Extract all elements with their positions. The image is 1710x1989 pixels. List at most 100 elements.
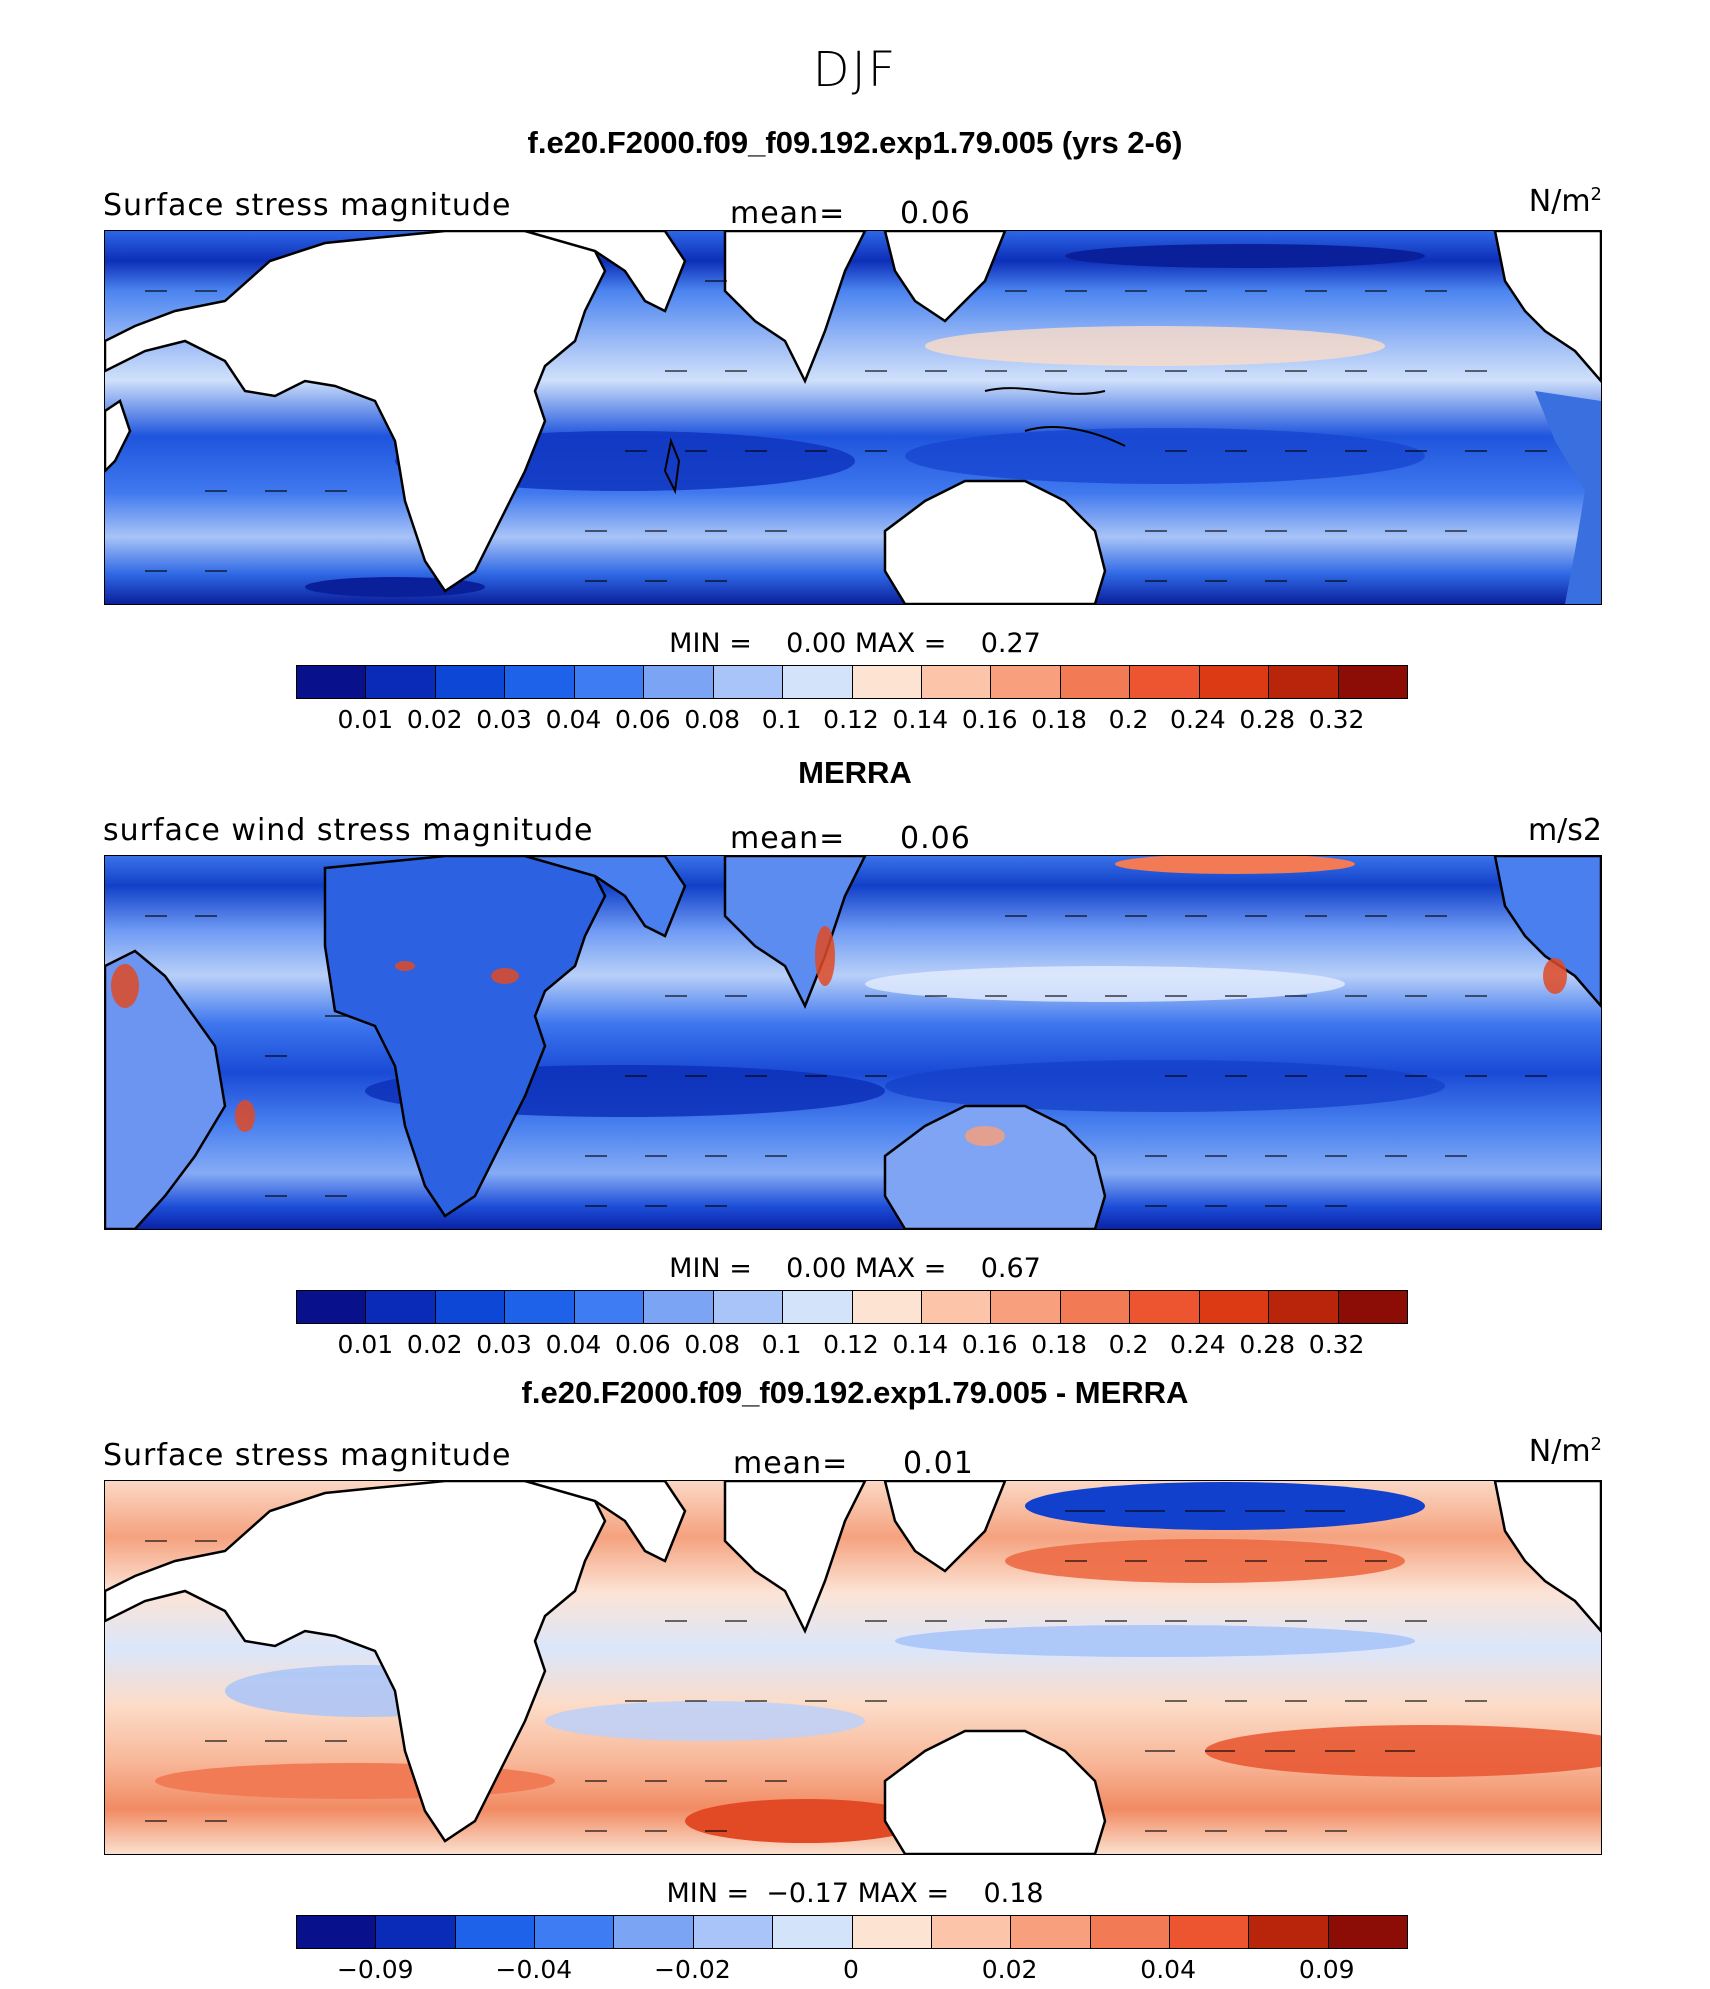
- colorbar-swatch: [1249, 1916, 1329, 1948]
- colorbar-swatch: [435, 1291, 506, 1323]
- colorbar-tick-label: 0.2: [1108, 1330, 1149, 1359]
- colorbar-tick-label: 0.03: [476, 705, 532, 734]
- colorbar-tick-label: 0.28: [1239, 705, 1296, 734]
- colorbar-swatch: [921, 1291, 992, 1323]
- colorbar-swatch: [713, 1291, 784, 1323]
- map-panel-obs: [104, 855, 1602, 1230]
- colorbar-swatch: [1090, 1916, 1170, 1948]
- mean-value-diff: 0.01: [903, 1446, 974, 1481]
- colorbar-tick-label: 0.01: [337, 1330, 394, 1359]
- colorbar-swatch: [1328, 1916, 1408, 1948]
- colorbar-swatch: [773, 1916, 853, 1948]
- colorbar-swatch: [644, 1291, 714, 1323]
- colorbar-swatch: [505, 1291, 575, 1323]
- colorbar-swatch: [505, 666, 575, 698]
- colorbar-swatch: [693, 1916, 774, 1948]
- colorbar-swatch: [435, 666, 506, 698]
- colorbar-swatch: [1011, 1916, 1091, 1948]
- colorbar-swatch: [783, 666, 853, 698]
- colorbar-swatch: [376, 1916, 456, 1948]
- colorbar-swatch: [455, 1916, 536, 1948]
- colorbar-tick-label: 0.03: [476, 1330, 532, 1359]
- colorbar-swatch: [297, 1916, 377, 1948]
- colorbar-tick-label: 0.16: [961, 705, 1018, 734]
- colorbar-tick-label: 0.04: [545, 705, 602, 734]
- colorbar-tick-label: 0.08: [684, 1330, 741, 1359]
- mean-label-obs: mean=: [730, 821, 846, 856]
- colorbar-tick-label: 0.16: [961, 1330, 1018, 1359]
- colorbar-swatch: [366, 666, 436, 698]
- colorbar-tick-label: −0.09: [336, 1955, 414, 1984]
- minmax-model: MIN = 0.00 MAX = 0.27: [669, 628, 1041, 659]
- mean-label-model: mean=: [730, 196, 846, 231]
- colorbar-swatch: [1060, 1291, 1131, 1323]
- unit-label-model: N/m2: [1528, 184, 1602, 219]
- colorbar-swatch: [852, 666, 922, 698]
- colorbar-ticks-model: 0.01 0.02 0.03 0.04 0.06 0.08 0.1 0.12 0.14 0.16 0…: [296, 705, 1406, 735]
- colorbar-tick-label: 0.06: [615, 705, 671, 734]
- colorbar-tick-label: 0.24: [1170, 705, 1226, 734]
- colorbar-tick-label: 0.06: [615, 1330, 671, 1359]
- colorbar-tick-label: 0.32: [1308, 705, 1365, 734]
- colorbar-tick-label: 0.18: [1031, 705, 1087, 734]
- colorbar-swatch: [1338, 1291, 1407, 1323]
- colorbar-model: [296, 665, 1408, 699]
- panel-title-diff: f.e20.F2000.f09_f09.192.exp1.79.005 - ME…: [521, 1375, 1189, 1410]
- map-panel-model: [104, 230, 1602, 605]
- colorbar-swatch: [921, 666, 992, 698]
- mean-value-obs: 0.06: [900, 821, 971, 856]
- colorbar-tick-label: 0.02: [406, 1330, 463, 1359]
- field-label-diff: Surface stress magnitude: [103, 1438, 512, 1473]
- field-label-obs: surface wind stress magnitude: [103, 813, 594, 848]
- minmax-obs: MIN = 0.00 MAX = 0.67: [669, 1253, 1041, 1284]
- season-title: DJF: [812, 42, 898, 98]
- colorbar-swatch: [574, 666, 645, 698]
- colorbar-tick-label: 0.04: [1140, 1955, 1196, 1984]
- colorbar-swatch: [852, 1916, 932, 1948]
- colorbar-tick-label: 0.02: [406, 705, 463, 734]
- colorbar-tick-label: 0.09: [1298, 1955, 1355, 1984]
- colorbar-swatch: [1269, 666, 1339, 698]
- colorbar-swatch: [1338, 666, 1407, 698]
- mean-value-model: 0.06: [900, 196, 971, 231]
- panel-title-model: f.e20.F2000.f09_f09.192.exp1.79.005 (yrs…: [527, 125, 1183, 160]
- unit-label-diff: N/m2: [1528, 1434, 1602, 1469]
- colorbar-swatch: [1130, 666, 1200, 698]
- colorbar-swatch: [366, 1291, 436, 1323]
- colorbar-tick-label: 0.12: [823, 1330, 879, 1359]
- colorbar-swatch: [644, 666, 714, 698]
- colorbar-swatch: [1199, 666, 1270, 698]
- colorbar-swatch: [931, 1916, 1012, 1948]
- colorbar-tick-label: 0.14: [892, 1330, 949, 1359]
- colorbar-swatch: [991, 1291, 1061, 1323]
- colorbar-tick-label: 0.01: [337, 705, 394, 734]
- colorbar-tick-label: 0.02: [981, 1955, 1038, 1984]
- colorbar-tick-label: 0: [843, 1955, 859, 1984]
- colorbar-swatch: [297, 666, 367, 698]
- colorbar-ticks-obs: 0.01 0.02 0.03 0.04 0.06 0.08 0.1 0.12 0.14 0.16 0…: [296, 1330, 1406, 1360]
- colorbar-swatch: [535, 1916, 615, 1948]
- colorbar-tick-label: 0.24: [1170, 1330, 1226, 1359]
- colorbar-tick-label: 0.14: [892, 705, 949, 734]
- colorbar-swatch: [852, 1291, 922, 1323]
- panel-title-obs: MERRA: [798, 755, 912, 790]
- map-panel-diff: [104, 1480, 1602, 1855]
- colorbar-tick-label: 0.12: [823, 705, 879, 734]
- colorbar-swatch: [713, 666, 784, 698]
- colorbar-swatch: [991, 666, 1061, 698]
- colorbar-swatch: [1269, 1291, 1339, 1323]
- colorbar-tick-label: −0.04: [495, 1955, 573, 1984]
- colorbar-swatch: [297, 1291, 367, 1323]
- colorbar-tick-label: 0.1: [761, 1330, 802, 1359]
- minmax-diff: MIN = −0.17 MAX = 0.18: [666, 1878, 1044, 1909]
- colorbar-tick-label: 0.1: [761, 705, 802, 734]
- colorbar-tick-label: 0.2: [1108, 705, 1149, 734]
- colorbar-tick-label: 0.04: [545, 1330, 602, 1359]
- colorbar-tick-label: −0.02: [654, 1955, 731, 1984]
- colorbar-swatch: [614, 1916, 694, 1948]
- colorbar-tick-label: 0.32: [1308, 1330, 1365, 1359]
- colorbar-swatch: [1060, 666, 1131, 698]
- colorbar-swatch: [1199, 1291, 1270, 1323]
- colorbar-tick-label: 0.18: [1031, 1330, 1087, 1359]
- colorbar-swatch: [783, 1291, 853, 1323]
